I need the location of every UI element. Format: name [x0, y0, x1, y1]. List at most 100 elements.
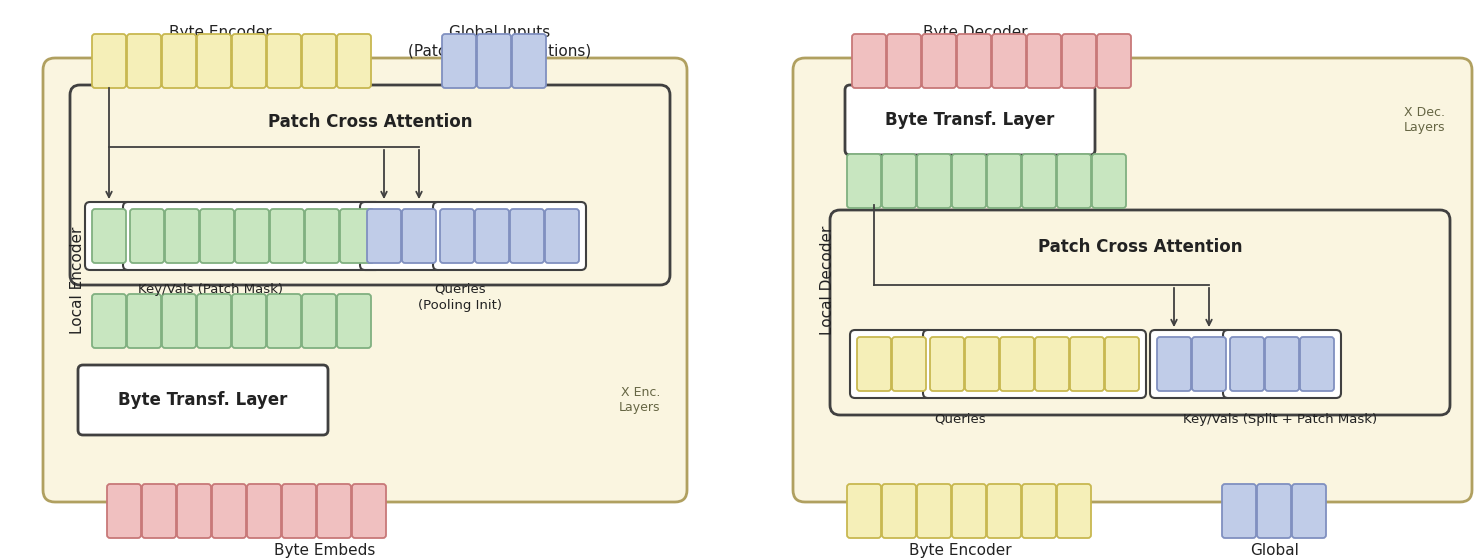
FancyBboxPatch shape [793, 58, 1473, 502]
FancyBboxPatch shape [283, 484, 317, 538]
FancyBboxPatch shape [130, 209, 164, 263]
FancyBboxPatch shape [127, 294, 161, 348]
FancyBboxPatch shape [1035, 337, 1069, 391]
Text: Byte Embeds: Byte Embeds [274, 543, 376, 558]
FancyBboxPatch shape [92, 294, 126, 348]
FancyBboxPatch shape [1023, 484, 1057, 538]
FancyBboxPatch shape [403, 209, 437, 263]
FancyBboxPatch shape [1257, 484, 1291, 538]
FancyBboxPatch shape [142, 484, 176, 538]
FancyBboxPatch shape [266, 34, 300, 88]
FancyBboxPatch shape [161, 294, 195, 348]
FancyBboxPatch shape [987, 484, 1021, 538]
Text: Patch Cross Attention: Patch Cross Attention [268, 113, 472, 131]
Text: Local Decoder: Local Decoder [820, 225, 835, 335]
FancyBboxPatch shape [1023, 154, 1057, 208]
FancyBboxPatch shape [1191, 337, 1225, 391]
FancyBboxPatch shape [235, 209, 269, 263]
FancyBboxPatch shape [247, 484, 281, 538]
FancyBboxPatch shape [367, 209, 401, 263]
FancyBboxPatch shape [924, 330, 1146, 398]
Text: Byte Encoder
Hidden States: Byte Encoder Hidden States [906, 543, 1014, 560]
Text: Byte Decoder
Hidden States: Byte Decoder Hidden States [921, 25, 1029, 59]
FancyBboxPatch shape [1292, 484, 1326, 538]
FancyBboxPatch shape [1000, 337, 1035, 391]
Text: Queries: Queries [934, 413, 986, 426]
Text: Key/Vals (Patch Mask): Key/Vals (Patch Mask) [138, 283, 283, 296]
FancyBboxPatch shape [1092, 154, 1126, 208]
FancyBboxPatch shape [197, 294, 231, 348]
FancyBboxPatch shape [212, 484, 246, 538]
FancyBboxPatch shape [232, 294, 266, 348]
FancyBboxPatch shape [918, 154, 952, 208]
Text: Patch Cross Attention: Patch Cross Attention [1037, 238, 1242, 256]
FancyBboxPatch shape [360, 202, 443, 270]
Text: Global Inputs
(Patch Representations): Global Inputs (Patch Representations) [408, 25, 592, 59]
FancyBboxPatch shape [123, 202, 380, 270]
FancyBboxPatch shape [161, 34, 195, 88]
FancyBboxPatch shape [922, 34, 956, 88]
FancyBboxPatch shape [512, 34, 546, 88]
FancyBboxPatch shape [882, 484, 916, 538]
FancyBboxPatch shape [269, 209, 303, 263]
FancyBboxPatch shape [511, 209, 545, 263]
FancyBboxPatch shape [352, 484, 386, 538]
Text: Byte Transf. Layer: Byte Transf. Layer [118, 391, 287, 409]
Text: Key/Vals (Split + Patch Mask): Key/Vals (Split + Patch Mask) [1183, 413, 1376, 426]
FancyBboxPatch shape [847, 154, 881, 208]
FancyBboxPatch shape [92, 209, 126, 263]
FancyBboxPatch shape [1106, 337, 1140, 391]
FancyBboxPatch shape [84, 202, 133, 270]
FancyBboxPatch shape [1222, 484, 1257, 538]
FancyBboxPatch shape [918, 484, 952, 538]
FancyBboxPatch shape [107, 484, 141, 538]
Text: Global
Outputs: Global Outputs [1245, 543, 1305, 560]
FancyBboxPatch shape [1230, 337, 1264, 391]
FancyBboxPatch shape [305, 209, 339, 263]
FancyBboxPatch shape [200, 209, 234, 263]
FancyBboxPatch shape [845, 85, 1095, 155]
FancyBboxPatch shape [302, 294, 336, 348]
FancyBboxPatch shape [952, 484, 986, 538]
FancyBboxPatch shape [92, 34, 126, 88]
Text: Byte Transf. Layer: Byte Transf. Layer [885, 111, 1055, 129]
FancyBboxPatch shape [857, 337, 891, 391]
FancyBboxPatch shape [1070, 337, 1104, 391]
FancyBboxPatch shape [232, 34, 266, 88]
FancyBboxPatch shape [317, 484, 351, 538]
FancyBboxPatch shape [929, 337, 963, 391]
FancyBboxPatch shape [78, 365, 329, 435]
FancyBboxPatch shape [1150, 330, 1233, 398]
FancyBboxPatch shape [852, 34, 887, 88]
FancyBboxPatch shape [477, 34, 511, 88]
FancyBboxPatch shape [340, 209, 374, 263]
FancyBboxPatch shape [164, 209, 198, 263]
FancyBboxPatch shape [992, 34, 1026, 88]
FancyBboxPatch shape [337, 34, 371, 88]
FancyBboxPatch shape [434, 202, 586, 270]
FancyBboxPatch shape [1097, 34, 1131, 88]
FancyBboxPatch shape [850, 330, 932, 398]
FancyBboxPatch shape [127, 34, 161, 88]
FancyBboxPatch shape [1027, 34, 1061, 88]
Text: X Enc.
Layers: X Enc. Layers [619, 385, 660, 414]
FancyBboxPatch shape [952, 154, 986, 208]
FancyBboxPatch shape [958, 34, 992, 88]
Text: Byte Encoder
Hidden States: Byte Encoder Hidden States [166, 25, 274, 59]
FancyBboxPatch shape [197, 34, 231, 88]
FancyBboxPatch shape [987, 154, 1021, 208]
FancyBboxPatch shape [1265, 337, 1299, 391]
FancyBboxPatch shape [545, 209, 579, 263]
FancyBboxPatch shape [887, 34, 921, 88]
FancyBboxPatch shape [43, 58, 687, 502]
FancyBboxPatch shape [1299, 337, 1333, 391]
FancyBboxPatch shape [266, 294, 300, 348]
FancyBboxPatch shape [892, 337, 926, 391]
Text: X Dec.
Layers: X Dec. Layers [1403, 105, 1444, 134]
FancyBboxPatch shape [1222, 330, 1341, 398]
FancyBboxPatch shape [302, 34, 336, 88]
Text: Queries
(Pooling Init): Queries (Pooling Init) [417, 283, 502, 312]
FancyBboxPatch shape [965, 337, 999, 391]
FancyBboxPatch shape [1157, 337, 1191, 391]
FancyBboxPatch shape [337, 294, 371, 348]
